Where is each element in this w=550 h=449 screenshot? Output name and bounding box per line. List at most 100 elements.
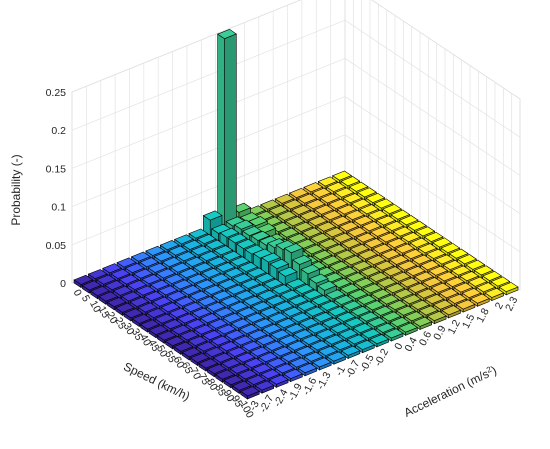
bar-top: [199, 313, 220, 324]
bar-top: [385, 283, 406, 294]
bar-top: [369, 334, 390, 345]
bar-top: [221, 250, 242, 261]
bar-top: [305, 306, 325, 317]
bar-top: [211, 290, 232, 301]
x-tick-label: 60: [171, 354, 187, 370]
bar-top: [269, 258, 290, 269]
bar-top: [498, 282, 519, 293]
bar-top: [338, 328, 359, 339]
z-tick-label: 0.25: [46, 87, 67, 99]
bar-top: [455, 299, 476, 310]
bar-top: [197, 296, 218, 307]
bar-top: [231, 202, 252, 213]
bar-top: [198, 358, 219, 369]
bar-side-accel: [217, 33, 225, 231]
x-tick-label: 80: [204, 377, 220, 393]
bar: [375, 215, 396, 229]
bar-top: [204, 347, 225, 358]
bar-top: [274, 193, 295, 204]
bar-top: [154, 313, 175, 324]
bar-top: [422, 277, 443, 288]
bar-top: [264, 340, 285, 351]
bar: [254, 380, 275, 394]
y-tick-label: 2: [493, 300, 506, 311]
x-tick-label: 70: [187, 366, 203, 382]
bar-top: [196, 341, 217, 352]
bar: [369, 334, 390, 348]
bar-top: [239, 324, 260, 335]
bar-top: [459, 271, 480, 282]
bar-top: [290, 312, 311, 323]
bar-top: [342, 193, 363, 204]
bar-top: [215, 262, 236, 273]
y-tick-label: -1.3: [315, 370, 334, 392]
bar-top: [268, 374, 289, 385]
bar-top: [123, 308, 144, 319]
bar-top: [285, 216, 306, 227]
bar-top: [297, 363, 318, 374]
bar-top: [271, 284, 292, 295]
bar-top: [297, 193, 318, 204]
bar-top: [202, 210, 223, 221]
bar-top: [268, 205, 289, 216]
bar-top: [121, 291, 142, 302]
y-tick-label: 1.2: [445, 318, 463, 337]
bar-top: [373, 198, 394, 209]
bar-top: [346, 334, 367, 345]
bar-top: [213, 245, 234, 256]
bar-top: [482, 270, 502, 281]
bar-top: [98, 291, 119, 302]
bar-top: [326, 244, 347, 255]
y-tick-label: 0.9: [431, 323, 449, 342]
bar-top: [325, 289, 346, 300]
bar-top: [277, 266, 298, 277]
bar-top: [440, 243, 461, 254]
bar-top: [212, 352, 233, 363]
bar-top: [254, 380, 275, 391]
bar-top: [246, 267, 267, 278]
bar-top: [286, 340, 307, 351]
bar-top: [263, 278, 284, 289]
bar-top: [167, 245, 188, 256]
bar-top: [289, 357, 310, 368]
bar: [412, 316, 433, 331]
bar-top: [115, 302, 135, 313]
x-tick-label: 95: [229, 393, 245, 409]
bar: [340, 345, 361, 360]
bar-top: [164, 273, 185, 284]
bar-top: [131, 313, 152, 324]
bar: [311, 357, 332, 371]
bar-top: [260, 369, 281, 380]
bar-top: [208, 318, 229, 329]
bar-top: [305, 199, 326, 210]
x-tick-label: 35: [129, 327, 145, 343]
bar-top: [333, 294, 354, 305]
grid-line: [71, 134, 346, 246]
bar-top: [311, 357, 332, 368]
bar-top: [434, 254, 455, 265]
y-axis-label-close: ): [489, 363, 499, 377]
bar-top: [405, 265, 426, 277]
bar-top: [276, 210, 297, 221]
bar-top: [321, 317, 342, 328]
bar-top: [436, 271, 457, 282]
bar-top: [438, 288, 459, 299]
bar-top: [293, 221, 314, 232]
x-tick-label: 5: [79, 293, 92, 304]
bar-top: [362, 283, 383, 294]
bar-top: [187, 335, 208, 346]
bar-top: [280, 351, 301, 362]
bar-top: [335, 249, 356, 260]
bar-top: [166, 290, 187, 301]
bar-top: [155, 268, 176, 279]
bar-top: [349, 243, 370, 254]
bar-top: [359, 204, 380, 215]
bar-top: [386, 237, 407, 248]
bar-top: [240, 386, 260, 397]
bar-top: [313, 204, 334, 215]
bar-top: [186, 273, 207, 284]
bar-top: [327, 306, 348, 317]
bar-top: [457, 254, 477, 265]
bar: [469, 293, 490, 307]
x-tick-label: 65: [179, 360, 195, 376]
